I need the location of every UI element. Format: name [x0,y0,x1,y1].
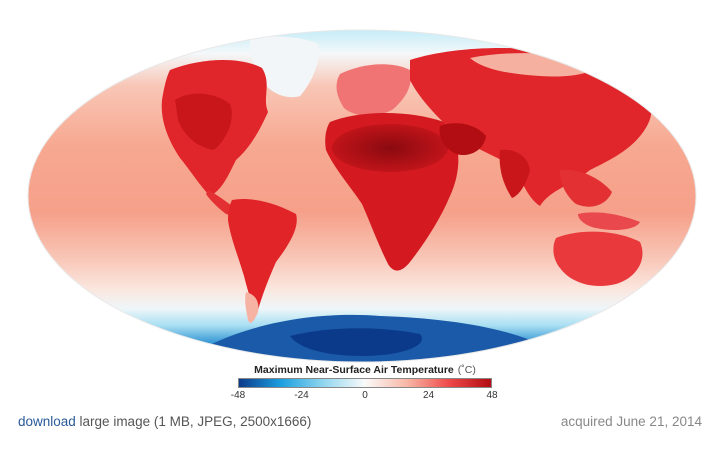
legend-tick: 0 [362,390,368,401]
color-legend: Maximum Near-Surface Air Temperature (˚C)… [230,362,500,402]
europe [336,64,411,116]
asia [410,48,652,206]
legend-unit: (˚C) [457,364,476,376]
antarctica-core [290,328,422,356]
legend-tick: -48 [230,390,246,401]
middle-east-hotspot [439,123,486,156]
legend-tick: 24 [422,390,435,401]
legend-title-text: Maximum Near-Surface Air Temperature [254,364,454,376]
legend-title: Maximum Near-Surface Air Temperature (˚C) [230,364,500,376]
globe-outline [27,29,697,363]
world-temperature-map [27,29,697,363]
australia [553,231,643,287]
temperature-map [27,29,697,363]
legend-color-bar [238,378,492,388]
central-america [206,190,234,215]
greenland [249,36,319,98]
north-america-interior [175,93,232,150]
acquired-date: acquired June 21, 2014 [560,414,702,429]
image-caption: download large image (1 MB, JPEG, 2500x1… [0,410,722,440]
sahara-hotspot [332,124,448,172]
legend-tick: 48 [486,390,498,401]
southern-south-america [245,292,259,323]
download-line: download large image (1 MB, JPEG, 2500x1… [18,414,311,429]
southeast-asia [560,169,612,207]
download-link[interactable]: download [18,414,76,429]
legend-tick: -24 [294,390,309,401]
indonesia [578,212,640,230]
india [499,149,530,198]
south-america [228,198,297,310]
download-details: large image (1 MB, JPEG, 2500x1666) [75,414,312,429]
